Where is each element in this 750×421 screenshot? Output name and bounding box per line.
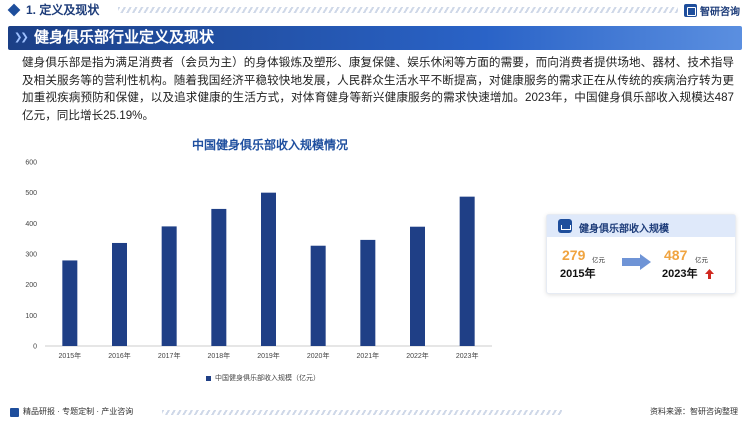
chart-title: 中国健身俱乐部收入规模情况 xyxy=(191,138,348,152)
double-chevron-icon: ❯❯ xyxy=(14,32,29,43)
bar xyxy=(459,196,475,346)
top-bar: 1. 定义及现状 智研咨询 xyxy=(0,0,750,22)
y-tick-label: 500 xyxy=(25,190,37,197)
bar xyxy=(161,226,177,346)
bar xyxy=(62,260,78,346)
intro-paragraph: 健身俱乐部是指为满足消费者（会员为主）的身体锻炼及塑形、康复保健、娱乐休闲等方面… xyxy=(22,56,734,122)
bar xyxy=(360,239,376,346)
start-value: 279 xyxy=(562,247,586,263)
x-tick-label: 2022年 xyxy=(406,351,429,360)
y-tick-label: 200 xyxy=(25,282,37,289)
chart-legend: 中国健身俱乐部收入规模（亿元） xyxy=(206,373,320,383)
bar xyxy=(261,192,276,346)
x-tick-label: 2016年 xyxy=(108,351,131,360)
bar xyxy=(112,242,127,346)
growth-chart-icon xyxy=(558,219,572,233)
x-tick-label: 2020年 xyxy=(307,351,330,360)
arrow-right-icon xyxy=(622,258,640,266)
x-tick-label: 2019年 xyxy=(257,351,280,360)
summary-card-header: 健身俱乐部收入规模 xyxy=(547,215,735,237)
section-label: 1. 定义及现状 xyxy=(26,3,100,17)
footer-logo-icon xyxy=(10,408,19,417)
y-tick-label: 600 xyxy=(25,160,37,167)
bar xyxy=(310,245,326,346)
brand: 智研咨询 xyxy=(684,3,740,18)
source-note: 资料来源：智研咨询整理 xyxy=(650,407,738,416)
legend-label: 中国健身俱乐部收入规模（亿元） xyxy=(215,375,320,382)
y-tick-label: 400 xyxy=(25,221,37,228)
title-banner: ❯❯ 健身俱乐部行业定义及现状 xyxy=(8,26,742,50)
up-arrow-icon xyxy=(705,269,714,279)
bar xyxy=(410,226,425,346)
end-value: 487 xyxy=(664,247,688,263)
start-unit: 亿元 xyxy=(592,257,605,264)
y-tick-label: 300 xyxy=(25,252,37,259)
decorative-stripe xyxy=(118,7,678,13)
x-tick-label: 2018年 xyxy=(208,351,231,360)
start-year: 2015年 xyxy=(560,268,596,280)
footer-stripe xyxy=(162,410,562,415)
arrow-right-head xyxy=(640,254,651,270)
page-title: 健身俱乐部行业定义及现状 xyxy=(34,29,215,46)
y-tick-label: 100 xyxy=(25,313,37,320)
bar xyxy=(211,208,227,346)
brand-logo-icon xyxy=(684,4,697,17)
x-tick-label: 2017年 xyxy=(158,351,181,360)
x-tick-label: 2021年 xyxy=(357,351,380,360)
legend-swatch xyxy=(206,375,211,381)
y-tick-label: 0 xyxy=(33,344,37,351)
x-tick-label: 2015年 xyxy=(59,351,82,360)
footer-bar: 精品研报 · 专题定制 · 产业咨询 资料来源：智研咨询整理 xyxy=(0,404,750,421)
x-tick-label: 2023年 xyxy=(456,351,479,360)
end-year: 2023年 xyxy=(662,268,698,280)
end-unit: 亿元 xyxy=(695,257,708,264)
revenue-bar-chart: 0 100 200 300 400 500 600 2015年 2016年 2017年 2018年 2… xyxy=(25,160,492,360)
summary-card-title: 健身俱乐部收入规模 xyxy=(579,224,669,235)
brand-name: 智研咨询 xyxy=(700,7,740,18)
section-diamond-icon xyxy=(7,3,21,17)
footer-tagline: 精品研报 · 专题定制 · 产业咨询 xyxy=(23,407,134,416)
